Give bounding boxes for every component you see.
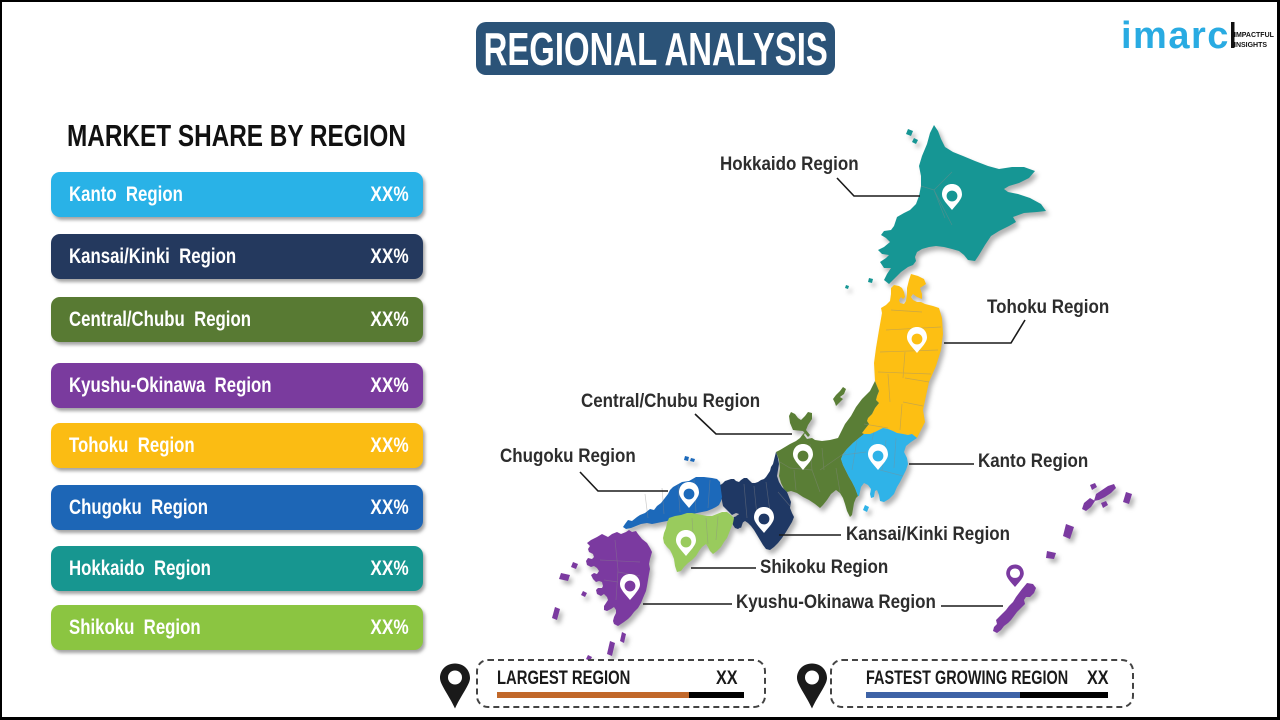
svg-text:imarc: imarc xyxy=(1121,15,1230,56)
svg-text:INSIGHTS: INSIGHTS xyxy=(1234,42,1267,49)
svg-text:IMPACTFUL: IMPACTFUL xyxy=(1234,32,1275,39)
